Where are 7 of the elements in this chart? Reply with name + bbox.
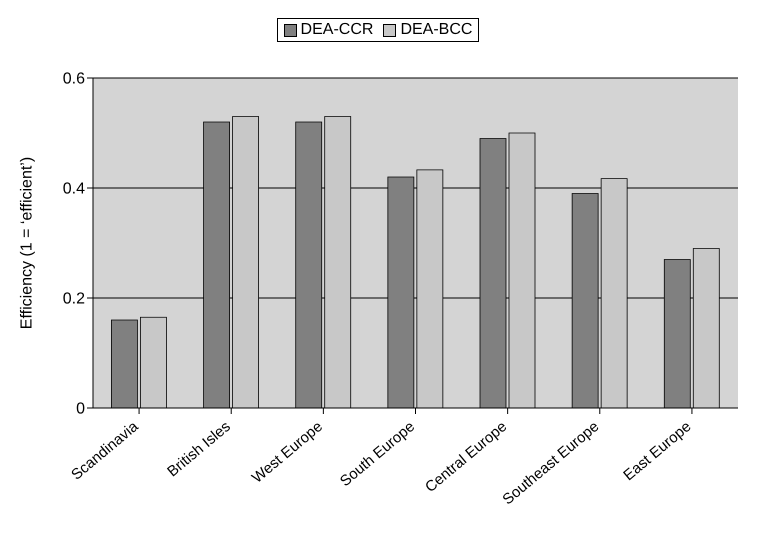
legend-label: DEA-CCR — [300, 21, 374, 39]
legend-label: DEA-BCC — [399, 21, 472, 39]
y-tick-label: 0.6 — [62, 70, 86, 88]
y-tick-label: 0.4 — [62, 180, 86, 198]
y-tick-label: 0 — [76, 400, 86, 418]
y-axis-title: Efficiency (1 = ‘efficient’) — [18, 156, 36, 330]
y-tick-label: 0.2 — [62, 290, 86, 308]
